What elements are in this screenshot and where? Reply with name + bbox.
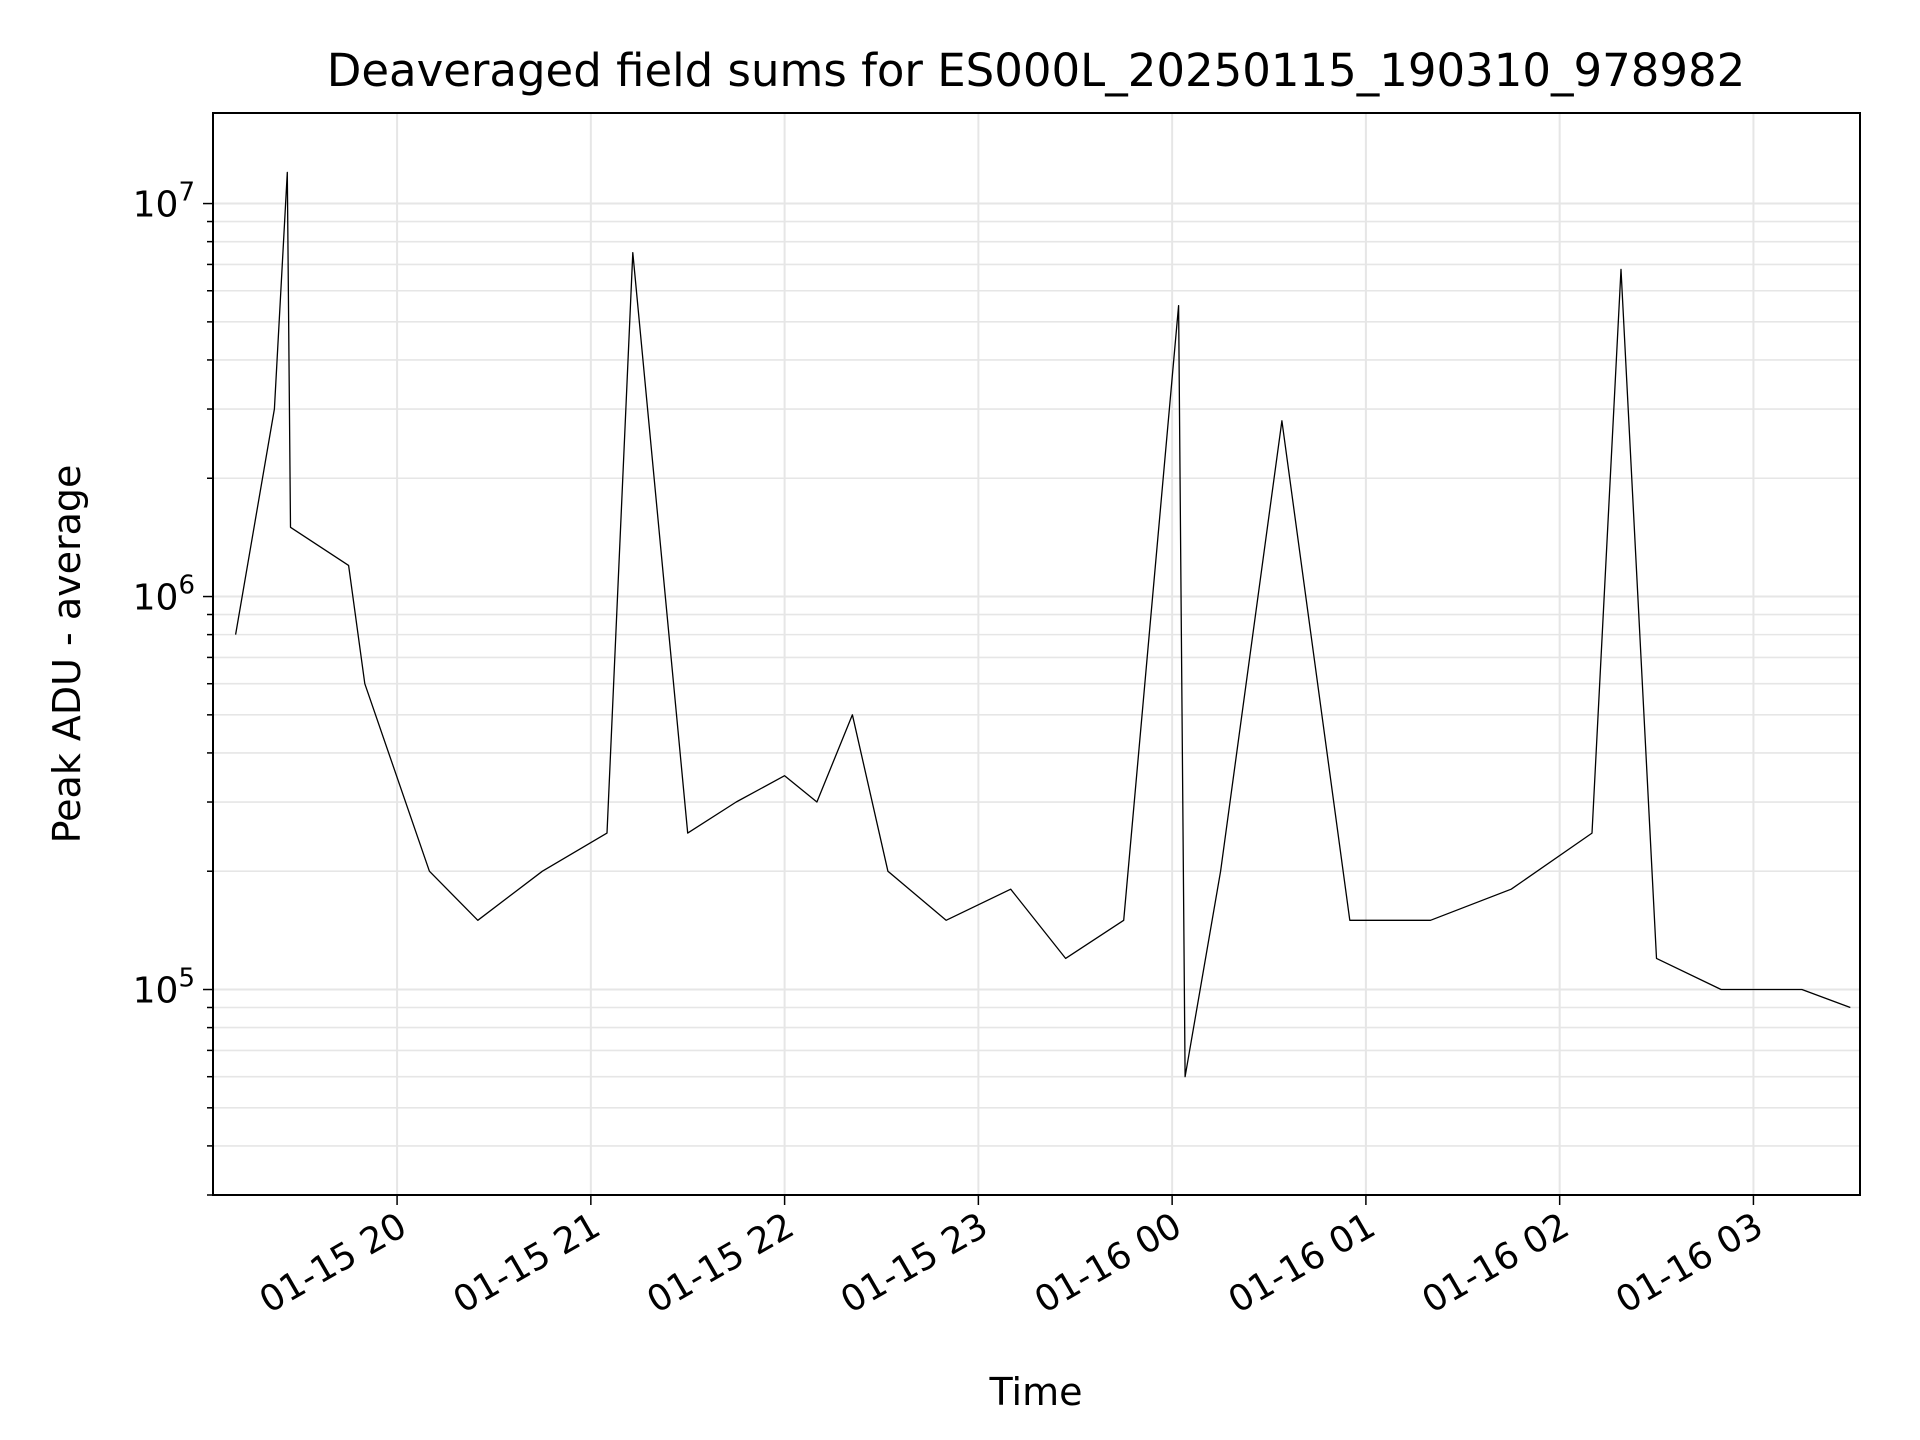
x-tick-label: 01-15 21 [447, 1205, 608, 1321]
y-tick-label: 105 [133, 964, 195, 1012]
x-tick-label: 01-16 02 [1415, 1205, 1576, 1321]
x-tick-label: 01-16 03 [1609, 1205, 1770, 1321]
x-axis: 01-15 20 01-15 21 01-15 22 01-15 23 01-16 00… [253, 1195, 1770, 1322]
y-tick-label: 107 [133, 178, 195, 226]
y-axis: 105 106 107 [133, 178, 213, 1196]
plot-frame [212, 112, 1861, 1196]
grid-lines [213, 113, 1860, 1196]
y-axis-label: Peak ADU - average [45, 465, 89, 844]
x-tick-label: 01-15 23 [834, 1205, 995, 1321]
plot-area [234, 171, 1851, 1078]
series-line [234, 171, 1851, 1078]
x-tick-label: 01-16 00 [1028, 1205, 1189, 1321]
x-tick-label: 01-15 22 [640, 1205, 801, 1321]
x-axis-label: Time [989, 1370, 1083, 1414]
x-tick-label: 01-15 20 [253, 1205, 414, 1321]
x-tick-label: 01-16 01 [1222, 1205, 1383, 1321]
chart-title: Deaveraged field sums for ES000L_2025011… [327, 44, 1746, 97]
y-tick-label: 106 [133, 571, 195, 619]
